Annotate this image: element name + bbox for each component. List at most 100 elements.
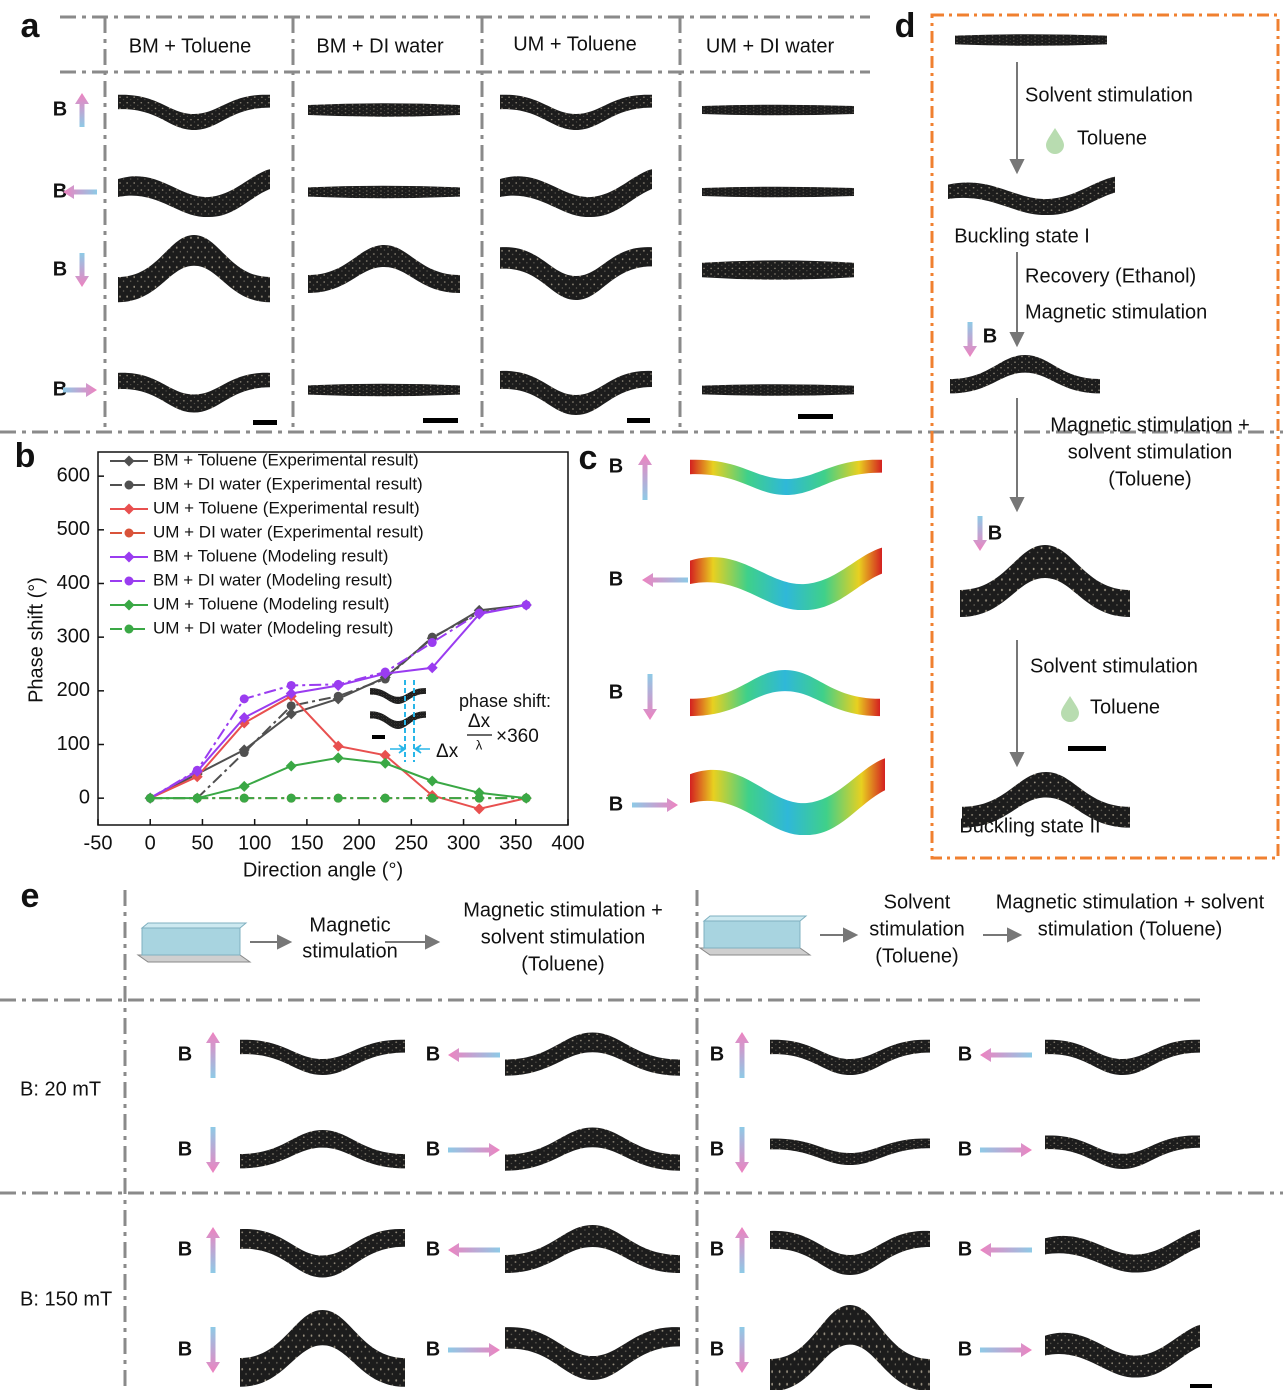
y-tick-label: 0 <box>79 786 90 808</box>
legend-label: BM + DI water (Modeling result) <box>153 570 393 589</box>
sample-strip <box>118 372 270 413</box>
sample-strip <box>240 1130 405 1169</box>
legend-label: BM + Toluene (Experimental result) <box>153 450 419 469</box>
field-arrow <box>632 798 678 812</box>
field-label: B <box>958 1238 972 1260</box>
sample-strip <box>505 1127 680 1171</box>
scale-bars <box>253 414 1212 1388</box>
panel-a-grid <box>0 15 1283 434</box>
sample-strip <box>770 1230 930 1275</box>
legend-marker <box>123 551 135 563</box>
panel-label: e <box>21 877 40 915</box>
sample-strip <box>955 34 1107 46</box>
legend-label: UM + DI water (Experimental result) <box>153 522 424 541</box>
legend-marker <box>124 480 134 490</box>
field-label: B <box>53 180 67 202</box>
series-line <box>150 603 527 800</box>
step-label: Solvent stimulation <box>1025 84 1193 106</box>
field-arrow <box>735 1127 749 1173</box>
data-point <box>333 793 343 803</box>
field-arrow <box>980 1343 1032 1357</box>
data-point <box>427 638 437 648</box>
sample-strip <box>500 94 652 130</box>
data-point <box>285 688 297 700</box>
process-arrows <box>250 62 1025 950</box>
data-point <box>286 680 296 690</box>
field-label: B <box>53 258 67 280</box>
data-point <box>380 667 390 677</box>
step-label: solvent stimulation <box>1068 441 1233 463</box>
sample-strip <box>500 370 652 415</box>
legend-marker <box>123 503 135 515</box>
data-point <box>285 760 297 772</box>
field-label: B <box>53 378 67 400</box>
y-tick-label: 300 <box>57 625 90 647</box>
data-point <box>192 765 202 775</box>
y-tick-label: 600 <box>57 464 90 486</box>
field-label: B <box>426 1138 440 1160</box>
field-arrow <box>448 1143 500 1157</box>
x-tick-label: 100 <box>238 832 271 854</box>
x-tick-label: 50 <box>191 832 213 854</box>
sample-strip <box>948 176 1115 215</box>
step-label: Solvent <box>884 891 951 913</box>
legend-label: UM + Toluene (Experimental result) <box>153 498 420 517</box>
field-arrow <box>973 516 987 551</box>
sample-strip <box>960 545 1130 617</box>
data-point <box>286 701 296 711</box>
plot-frame <box>97 451 569 826</box>
field-arrow <box>980 1048 1032 1062</box>
sample-strip <box>770 1039 930 1075</box>
sample-strip <box>240 1039 405 1075</box>
field-arrow <box>980 1143 1032 1157</box>
x-tick-label: 350 <box>499 832 532 854</box>
field-strength: B: 20 mT <box>20 1078 101 1100</box>
legend-marker <box>123 455 135 467</box>
y-tick-label: 100 <box>57 733 90 755</box>
y-axis-title: Phase shift (°) <box>25 577 47 703</box>
field-arrow <box>63 383 97 397</box>
panel-label: a <box>21 7 41 45</box>
x-tick-label: 0 <box>145 832 156 854</box>
field-arrow <box>643 674 657 720</box>
x-tick-label: 300 <box>447 832 480 854</box>
data-point <box>238 712 250 724</box>
field-arrow <box>638 454 652 500</box>
field-label: B <box>426 1338 440 1360</box>
step-label: Solvent stimulation <box>1030 655 1198 677</box>
field-label: B <box>710 1043 724 1065</box>
y-tick-label: 500 <box>57 518 90 540</box>
sample-strip <box>308 383 460 397</box>
sample-strip <box>690 459 882 495</box>
x-tick-label: 150 <box>290 832 323 854</box>
field-strength: B: 150 mT <box>20 1288 112 1310</box>
field-arrow <box>75 253 89 287</box>
field-label: B <box>178 1238 192 1260</box>
sample-strip <box>118 94 270 130</box>
field-label: B <box>609 568 623 590</box>
annotation: ×360 <box>496 726 539 747</box>
field-arrow <box>642 573 688 587</box>
field-label: B <box>178 1138 192 1160</box>
inset-arrow <box>390 744 407 754</box>
annotation: λ <box>476 737 483 752</box>
data-point <box>474 608 484 618</box>
field-arrow <box>206 1127 220 1173</box>
field-label: B <box>178 1338 192 1360</box>
sample-strip <box>308 103 460 117</box>
field-arrow <box>206 1327 220 1373</box>
sample-strip <box>770 1138 930 1165</box>
step-label: solvent stimulation <box>481 926 646 948</box>
panel-label: c <box>579 439 598 477</box>
field-label: B <box>609 793 623 815</box>
field-arrow <box>448 1243 500 1257</box>
annotation: Δx <box>468 711 491 732</box>
data-point <box>286 793 296 803</box>
sample-strip <box>1045 1135 1200 1169</box>
sample-strip <box>702 186 854 198</box>
sample-strip <box>950 355 1100 394</box>
field-arrow <box>980 1243 1032 1257</box>
sample-strip <box>308 185 460 199</box>
step-label: stimulation <box>869 918 965 940</box>
x-tick-label: 200 <box>342 832 375 854</box>
